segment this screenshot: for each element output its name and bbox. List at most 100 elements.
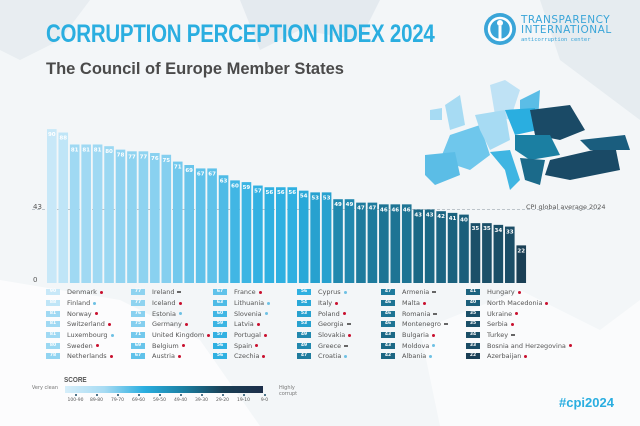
trend-down-icon — [517, 290, 521, 294]
score-badge: 53 — [297, 310, 311, 317]
ti-logo-icon — [484, 13, 516, 45]
trend-down-icon — [431, 333, 435, 337]
trend-down-icon — [181, 344, 185, 348]
country-list-item: 56 Czechia — [213, 351, 270, 362]
bar-value-label: 71 — [174, 165, 182, 171]
country-list-item: 81 Switzerland — [46, 319, 114, 330]
bar-moldova — [424, 209, 435, 283]
score-badge: 34 — [466, 332, 480, 339]
bar-value-label: 22 — [517, 248, 525, 254]
country-list-item: 80 Sweden — [46, 340, 114, 351]
score-badge: 78 — [46, 353, 60, 360]
country-list-item: 77 Iceland — [131, 298, 210, 309]
score-badge: 67 — [213, 289, 227, 296]
country-name: Turkey — [487, 331, 509, 340]
trend-down-icon — [109, 354, 113, 358]
bar-denmark — [47, 129, 57, 283]
bar-bosnia-and-herzegovina — [505, 226, 515, 283]
country-name: Serbia — [487, 320, 508, 329]
bar-latvia — [241, 182, 252, 283]
score-badge: 59 — [213, 321, 227, 328]
country-name: Bosnia and Herzegovina — [487, 341, 566, 350]
country-name: Malta — [402, 299, 420, 308]
bar-romania — [390, 204, 401, 283]
score-badge: 43 — [381, 342, 395, 349]
country-list-item: 67 Austria — [131, 351, 210, 362]
trend-down-icon — [95, 344, 99, 348]
bar-azerbaijan — [516, 245, 527, 283]
bar-bulgaria — [413, 209, 423, 283]
bar-value-label: 35 — [472, 226, 480, 232]
bar-value-label: 75 — [162, 158, 170, 164]
bar-value-label: 76 — [151, 156, 159, 162]
trend-down-icon — [262, 354, 266, 358]
country-name: United Kingdom — [152, 331, 205, 340]
country-name: Ukraine — [487, 309, 513, 318]
score-badge: 69 — [131, 342, 145, 349]
country-list-item: 22 Azerbaijan — [466, 351, 572, 362]
bar-slovenia — [230, 180, 240, 283]
bar-finland — [58, 132, 69, 283]
bar-north-macedonia — [459, 214, 469, 283]
legend-range-label: 49-40 — [170, 394, 191, 403]
country-name: Slovenia — [234, 309, 262, 318]
country-name: Croatia — [318, 352, 342, 361]
trend-down-icon — [510, 322, 514, 326]
bar-italy — [298, 190, 309, 283]
legend-left-label: Very clean — [31, 385, 58, 391]
country-list-item: 43 Bulgaria — [381, 330, 448, 341]
legend-range-label: 39-30 — [191, 394, 212, 403]
score-badge: 53 — [297, 321, 311, 328]
legend-gradient-bar — [65, 386, 263, 393]
bar-austria — [195, 168, 206, 283]
trend-down-icon — [107, 322, 111, 326]
country-name: Austria — [152, 352, 175, 361]
bar-albania — [436, 211, 446, 283]
score-badge: 90 — [46, 289, 60, 296]
bar-greece — [344, 199, 355, 283]
country-list-item: 41 Hungary — [466, 287, 572, 298]
score-badge: 75 — [131, 321, 145, 328]
country-list-item: 77 Ireland — [131, 287, 210, 298]
score-badge: 81 — [46, 310, 60, 317]
country-name: Italy — [318, 299, 333, 308]
bar-value-label: 80 — [105, 149, 113, 155]
country-list-item: 69 Belgium — [131, 340, 210, 351]
trend-up-icon — [110, 333, 114, 337]
legend-range-label: 29-20 — [212, 394, 233, 403]
country-name: Germany — [152, 320, 182, 329]
trend-same-icon — [177, 291, 182, 294]
country-list-item: 46 Malta — [381, 298, 448, 309]
trend-down-icon — [342, 312, 346, 316]
bar-value-label: 47 — [357, 206, 365, 212]
country-list-column: 77 Ireland 77 Iceland 76 Estonia 75 Germany 71 Un… — [131, 287, 211, 362]
country-name: Albania — [402, 352, 427, 361]
trend-up-icon — [267, 301, 271, 305]
bar-value-label: 81 — [71, 147, 79, 153]
trend-down-icon — [263, 333, 267, 337]
bar-value-label: 54 — [300, 194, 308, 200]
trend-same-icon — [433, 312, 438, 315]
country-list-column: 41 Hungary 40 North Macedonia 35 Ukraine 35 Ser… — [466, 287, 572, 362]
score-badge: 35 — [466, 310, 480, 317]
country-name: Portugal — [234, 331, 261, 340]
bar-value-label: 43 — [426, 212, 434, 218]
score-badge: 46 — [381, 321, 395, 328]
bar-value-label: 46 — [391, 207, 399, 213]
country-list-item: 90 Denmark — [46, 287, 114, 298]
score-badge: 35 — [466, 321, 480, 328]
score-badge: 81 — [46, 321, 60, 328]
bar-value-label: 67 — [208, 171, 216, 177]
country-name: Czechia — [234, 352, 260, 361]
country-list-item: 53 Poland — [297, 308, 351, 319]
bar-slovakia — [333, 199, 343, 283]
score-badge: 88 — [46, 300, 60, 307]
country-name: Denmark — [67, 288, 97, 297]
country-name: Sweden — [67, 341, 93, 350]
trend-up-icon — [343, 290, 347, 294]
country-list-item: 76 Estonia — [131, 308, 210, 319]
country-list-item: 42 Albania — [381, 351, 448, 362]
legend-right-label: Highly corrupt — [279, 385, 298, 397]
score-badge: 42 — [381, 353, 395, 360]
bar-value-label: 81 — [82, 147, 90, 153]
